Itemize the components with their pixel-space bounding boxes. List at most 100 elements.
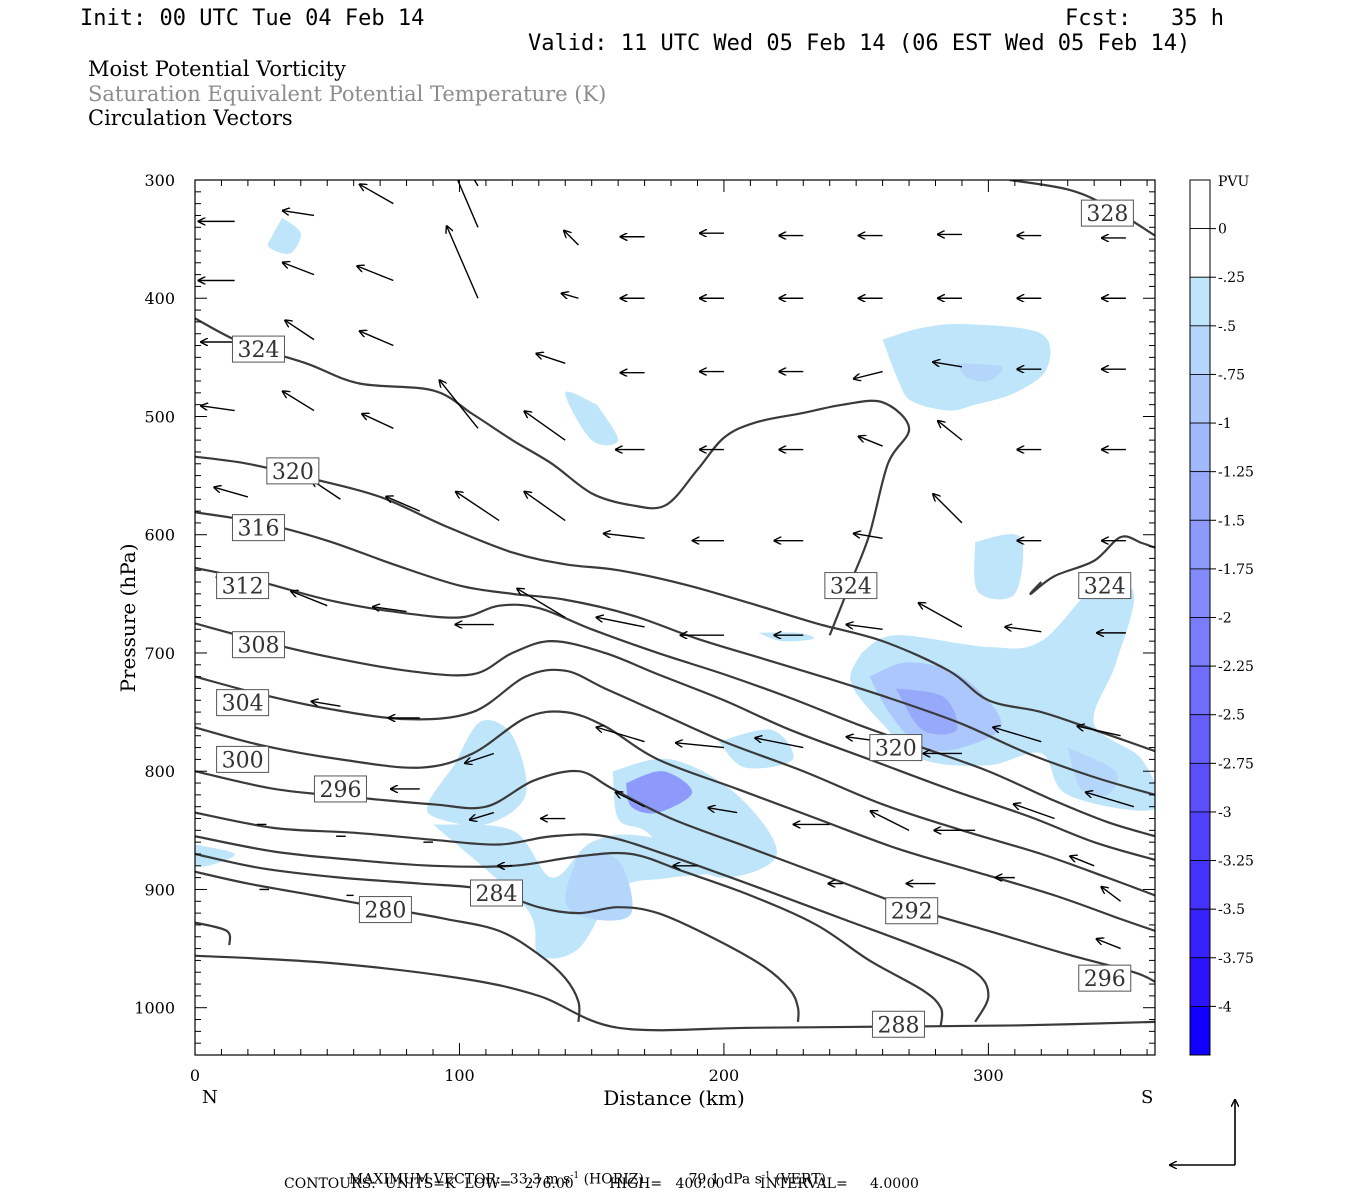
contour-label-box xyxy=(871,1010,925,1038)
circulation-vector xyxy=(312,701,341,707)
y-tick-label: 600 xyxy=(144,526,175,545)
circulation-vector xyxy=(456,180,479,228)
mpv-shaded-region xyxy=(565,391,619,446)
contour-label-box xyxy=(1078,964,1132,992)
circulation-vector xyxy=(447,226,479,299)
circulation-vector xyxy=(1077,726,1121,737)
circulation-vector xyxy=(1014,804,1055,820)
contour-label-box xyxy=(358,896,412,924)
circulation-vector xyxy=(676,743,724,749)
circulation-vector xyxy=(597,727,645,743)
colorbar-label: -2.75 xyxy=(1218,756,1254,772)
circulation-vector xyxy=(362,414,394,429)
y-tick-label: 900 xyxy=(144,880,175,899)
max-horiz-unit: (HORIZ) xyxy=(583,1171,644,1188)
colorbar-label: -1.25 xyxy=(1218,465,1254,481)
mpv-shaded-region xyxy=(956,363,1003,382)
colorbar-title: PVU xyxy=(1218,174,1250,190)
max-vert-exponent: -1 xyxy=(761,1171,771,1181)
x-tick-label: 0 xyxy=(190,1066,200,1085)
circulation-vector xyxy=(536,354,566,364)
contour-label-box xyxy=(1080,199,1134,227)
circulation-vector xyxy=(440,380,479,429)
contour-label: 280 xyxy=(364,899,406,924)
y-axis-title: Pressure (hPa) xyxy=(116,544,140,693)
circulation-vector xyxy=(847,625,883,631)
theta-es-contour-284 xyxy=(195,852,800,1022)
contour-label: 324 xyxy=(1084,575,1126,600)
colorbar-label: -2.5 xyxy=(1218,708,1245,724)
colorbar-label: -.75 xyxy=(1218,367,1245,383)
circulation-vector xyxy=(564,231,579,246)
contour-label-box xyxy=(469,879,523,907)
footer-max-vector: MAXIMUM VECTOR: 33.3 m s-1 (HORIZ) 79.1 … xyxy=(340,1158,826,1187)
colorbar-label: -3.75 xyxy=(1218,951,1254,967)
circulation-vector xyxy=(456,492,500,522)
x-tick-label: 200 xyxy=(709,1066,740,1085)
theta-es-contour-288 xyxy=(195,954,1155,1032)
y-tick-label: 300 xyxy=(144,171,175,190)
circulation-vector xyxy=(283,391,315,412)
reference-vector-icon xyxy=(1170,1100,1235,1165)
y-tick-label: 700 xyxy=(144,644,175,663)
colorbar-swatch xyxy=(1189,519,1211,570)
colorbar-label: 0 xyxy=(1218,222,1227,238)
theta-es-contour-304 xyxy=(195,668,1155,897)
theta-es-contour-320 xyxy=(195,455,1155,753)
colorbar-swatch xyxy=(1189,179,1211,230)
circulation-vector xyxy=(201,406,235,412)
max-vert-value: 79.1 dPa s xyxy=(688,1171,762,1188)
colorbar-label: -2 xyxy=(1218,611,1232,627)
circulation-vector xyxy=(283,263,315,276)
mpv-shaded-region xyxy=(565,853,633,921)
mpv-shaded-region xyxy=(974,534,1024,600)
field-vectors-label: Circulation Vectors xyxy=(88,106,293,130)
circulation-vector xyxy=(517,589,566,619)
max-horiz-value: 33.3 m s xyxy=(509,1171,571,1188)
x-end-label-right: S xyxy=(1141,1087,1153,1108)
circulation-vector xyxy=(933,362,963,368)
colorbar-label: -.25 xyxy=(1218,270,1245,286)
circulation-vector xyxy=(283,211,315,217)
mpv-shaded-region xyxy=(718,729,794,769)
contour-label: 320 xyxy=(875,737,917,762)
footer-contour-info: CONTOURS: UNITS=K LOW= 276.00 HIGH= 400.… xyxy=(284,1176,919,1192)
contour-label-box xyxy=(824,572,878,600)
theta-es-contour-316 xyxy=(195,511,1155,796)
mpv-shaded-region xyxy=(267,217,301,254)
colorbar-swatch xyxy=(1189,276,1211,327)
colorbar-swatch xyxy=(1189,471,1211,521)
x-axis-title: Distance (km) xyxy=(603,1086,745,1110)
circulation-vector xyxy=(470,811,495,820)
colorbar-swatch xyxy=(1189,617,1211,667)
contour-label: 328 xyxy=(1086,202,1128,227)
contour-label: 284 xyxy=(475,882,517,907)
theta-es-contour-308 xyxy=(195,622,1155,861)
mpv-shaded-region xyxy=(195,844,235,867)
circulation-vector xyxy=(360,331,394,347)
theta-es-contour-288 xyxy=(195,835,944,1026)
colorbar-label: -3 xyxy=(1218,805,1232,821)
contour-label: 316 xyxy=(237,517,279,542)
init-time: Init: 00 UTC Tue 04 Feb 14 xyxy=(80,6,425,31)
colorbar-swatch xyxy=(1189,908,1211,959)
colorbar-swatch xyxy=(1189,325,1211,375)
circulation-vector xyxy=(291,591,328,607)
colorbar-swatch xyxy=(1189,665,1211,716)
contour-label-box xyxy=(869,734,923,762)
circulation-vector xyxy=(285,320,315,341)
circulation-vector xyxy=(1005,627,1042,633)
circulation-vector xyxy=(933,494,963,524)
field-mpv-label: Moist Potential Vorticity xyxy=(88,57,346,81)
theta-es-contour-324 xyxy=(1029,535,1155,595)
colorbar-label: -1 xyxy=(1218,416,1232,432)
contour-label: 324 xyxy=(237,338,279,363)
contour-label-box xyxy=(313,775,367,803)
theta-es-contour-312 xyxy=(195,566,1155,838)
valid-time: Valid: 11 UTC Wed 05 Feb 14 (06 EST Wed … xyxy=(528,31,1191,56)
circulation-vector xyxy=(562,293,579,298)
circulation-vector xyxy=(357,266,394,282)
y-tick-label: 400 xyxy=(144,289,175,308)
contour-label: 288 xyxy=(877,1013,919,1038)
